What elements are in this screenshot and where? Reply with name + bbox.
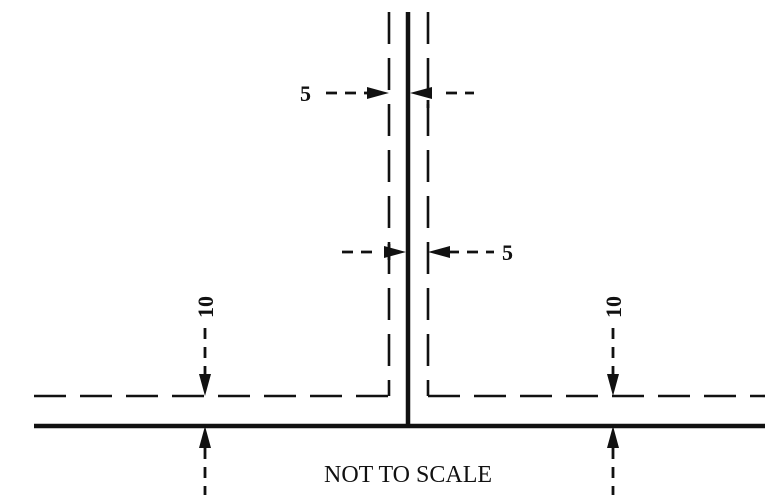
upper-offset-label: 5 bbox=[300, 81, 311, 106]
lower-offset-label: 5 bbox=[502, 240, 513, 265]
left-offset-label: 10 bbox=[193, 296, 218, 318]
left-offset-dimension: 10 bbox=[193, 296, 218, 495]
not-to-scale-note: NOT TO SCALE bbox=[324, 462, 492, 488]
lower-offset-dimension: 5 bbox=[342, 240, 513, 265]
upper-offset-dimension: 5 bbox=[300, 81, 474, 108]
right-offset-dimension: 10 bbox=[601, 296, 626, 495]
right-offset-label: 10 bbox=[601, 296, 626, 318]
